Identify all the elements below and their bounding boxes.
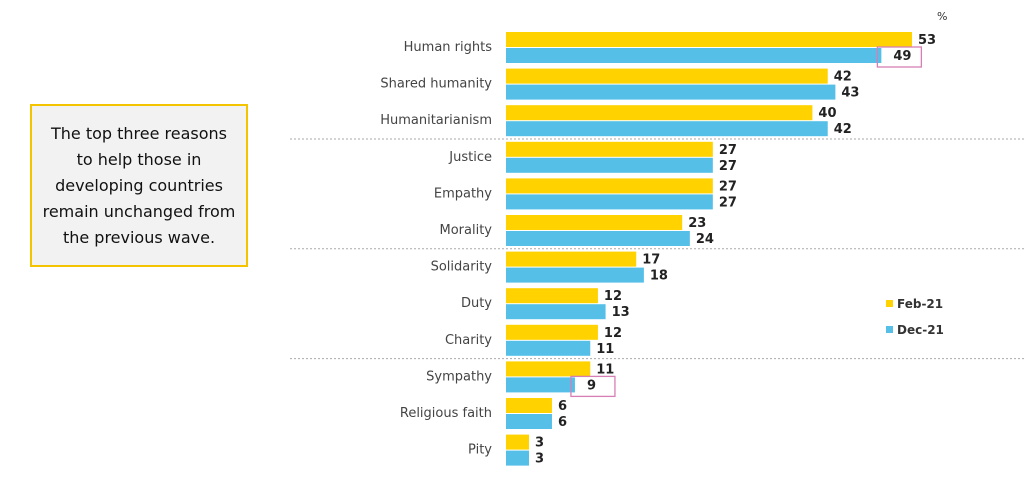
bar-dec-21 [506,267,644,283]
data-label: 43 [841,86,859,101]
data-label: 42 [834,122,852,137]
category-label: Empathy [434,186,492,201]
unit-label: % [937,10,947,23]
legend-label: Dec-21 [897,323,944,337]
bar-dec-21 [506,48,882,63]
bar-feb-21 [506,32,912,47]
bar-feb-21 [506,361,591,377]
highlight-box [570,375,616,398]
data-label: 12 [604,326,622,341]
data-label: 40 [818,106,836,121]
data-label: 6 [558,399,567,414]
data-label: 27 [719,179,737,194]
bar-dec-21 [506,157,713,173]
legend-label: Feb-21 [897,297,943,311]
data-label: 27 [719,143,737,158]
category-label: Duty [461,296,492,311]
data-label: 12 [604,289,622,304]
data-label: 17 [642,253,660,268]
bar-dec-21 [506,340,591,356]
bar-dec-21 [506,450,529,466]
category-label: Charity [445,333,492,348]
category-label: Morality [440,223,493,238]
bar-feb-21 [506,251,637,267]
data-label: 3 [535,452,544,467]
highlight-box [876,46,923,68]
data-label: 6 [558,415,567,430]
legend-swatch [886,326,893,333]
data-label: 42 [834,70,852,85]
data-label: 23 [688,216,706,231]
category-label: Pity [468,443,492,458]
bar-dec-21 [506,377,575,393]
bar-dec-21 [506,194,713,210]
bar-feb-21 [506,105,813,121]
data-label: 27 [719,159,737,174]
bar-feb-21 [506,324,598,340]
data-label: 11 [596,362,614,377]
category-label: Religious faith [400,406,492,421]
callout-box: The top three reasons to help those in d… [30,104,248,267]
data-label: 13 [612,305,630,320]
bar-feb-21 [506,178,713,194]
bar-feb-21 [506,215,683,230]
bar-dec-21 [506,414,552,429]
bar-feb-21 [506,141,713,157]
data-label: 3 [535,436,544,451]
bar-dec-21 [506,84,836,100]
category-label: Sympathy [426,369,492,384]
legend-swatch [886,300,893,307]
data-label: 49 [893,49,911,64]
data-label: 9 [587,378,596,393]
bar-feb-21 [506,68,828,84]
category-label: Humanitarianism [380,113,492,128]
bar-feb-21 [506,434,529,450]
category-label: Solidarity [431,260,493,275]
data-label: 27 [719,195,737,210]
category-label: Justice [448,150,492,165]
category-label: Human rights [404,40,493,55]
data-label: 11 [596,342,614,357]
category-label: Shared humanity [380,77,492,92]
bar-dec-21 [506,121,828,137]
bar-feb-21 [506,288,598,304]
bar-dec-21 [506,231,690,246]
bar-feb-21 [506,398,552,413]
data-label: 53 [918,33,936,48]
data-label: 18 [650,269,668,284]
bar-dec-21 [506,304,606,320]
data-label: 24 [696,232,714,247]
